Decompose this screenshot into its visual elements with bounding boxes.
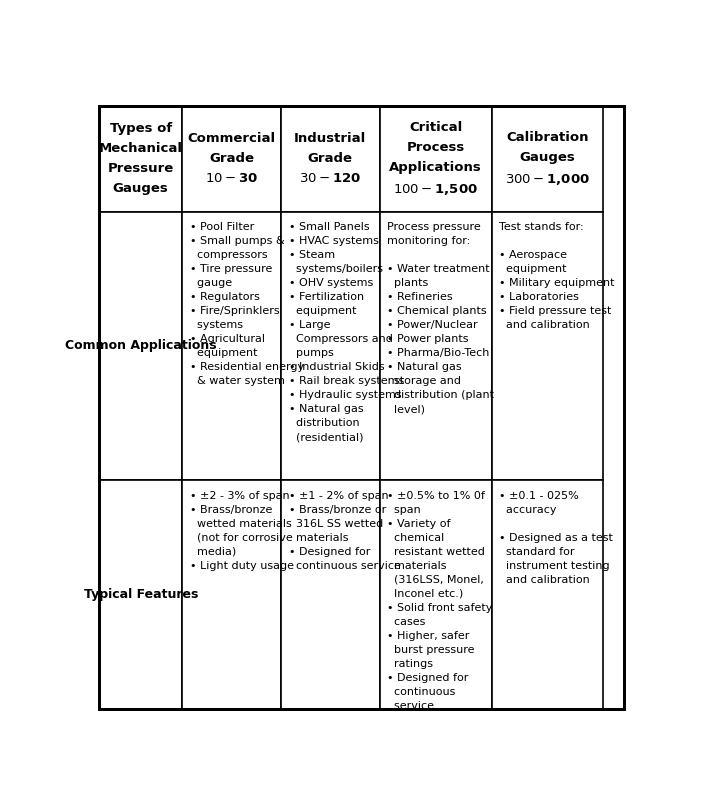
Bar [380,480,491,709]
Text: • ±0.1 - 025%
  accuracy

• Designed as a test
  standard for
  instrument testi: • ±0.1 - 025% accuracy • Designed as a t… [499,491,613,584]
Text: Common Applications: Common Applications [65,339,217,352]
Bar [380,211,491,480]
Bar [182,211,281,480]
Text: Process pressure
monitoring for:

• Water treatment
  plants
• Refineries
• Chem: Process pressure monitoring for: • Water… [388,223,494,414]
Text: • Small Panels
• HVAC systems
• Steam
  systems/boilers
• OHV systems
• Fertiliz: • Small Panels • HVAC systems • Steam sy… [289,223,404,442]
Bar [281,211,380,480]
Bar [380,106,491,211]
Text: • ±2 - 3% of span
• Brass/bronze
  wetted materials
  (not for corrosive
  media: • ±2 - 3% of span • Brass/bronze wetted … [190,491,294,571]
Text: Test stands for:

• Aerospace
  equipment
• Military equipment
• Laboratories
• : Test stands for: • Aerospace equipment •… [499,223,615,330]
Text: • ±1 - 2% of span
• Brass/bronze or
  316L SS wetted
  materials
• Designed for
: • ±1 - 2% of span • Brass/bronze or 316L… [289,491,400,571]
Bar [100,106,182,211]
Text: Commercial
Grade
$10-$30: Commercial Grade $10-$30 [188,132,275,186]
Text: Typical Features: Typical Features [83,588,198,601]
Text: Industrial
Grade
$30-$120: Industrial Grade $30-$120 [294,132,366,186]
Bar [100,211,182,480]
Bar [491,106,604,211]
Text: Calibration
Gauges
$300-$1,000: Calibration Gauges $300-$1,000 [505,131,590,186]
Bar [491,211,604,480]
Bar [182,480,281,709]
Text: • Pool Filter
• Small pumps &
  compressors
• Tire pressure
  gauge
• Regulators: • Pool Filter • Small pumps & compressor… [190,223,304,387]
Bar [281,106,380,211]
Bar [100,480,182,709]
Bar [182,106,281,211]
Text: • ±0.5% to 1% 0f
  span
• Variety of
  chemical
  resistant wetted
  materials
 : • ±0.5% to 1% 0f span • Variety of chemi… [388,491,493,711]
Text: Critical
Process
Applications
$100-$1,500: Critical Process Applications $100-$1,50… [389,121,482,197]
Bar [491,480,604,709]
Bar [281,480,380,709]
Text: Types of
Mechanical
Pressure
Gauges: Types of Mechanical Pressure Gauges [99,123,183,195]
